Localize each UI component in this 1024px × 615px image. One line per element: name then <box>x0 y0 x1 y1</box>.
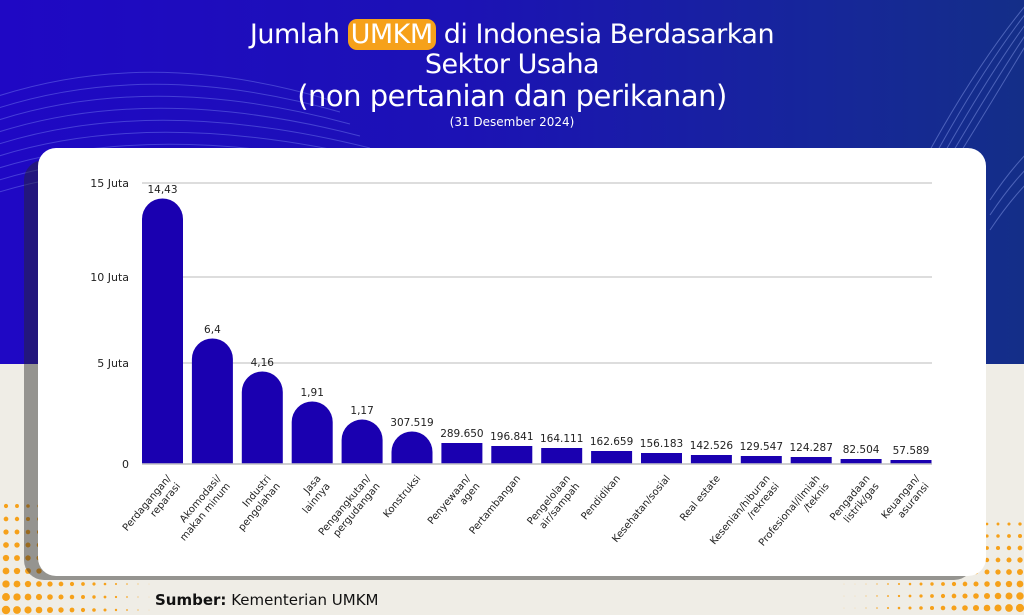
bar <box>690 455 732 464</box>
bar-value-label: 6,4 <box>204 324 221 336</box>
x-tick-label: Kesenian/hiburan/rekreasi <box>708 473 781 547</box>
bar <box>840 459 882 464</box>
source-value: Kementerian UMKM <box>231 591 379 609</box>
chart-card: 0 5 Juta 10 Juta 15 Juta 14,43 Perdagangan/re… <box>38 148 986 576</box>
bar <box>890 460 932 464</box>
bar <box>391 431 433 464</box>
title-line-3: (non pertanian dan perikanan) <box>297 79 727 113</box>
title-line-1: Jumlah UMKM di Indonesia Berdasarkan <box>0 19 1024 50</box>
bar-value-label: 1,91 <box>301 387 324 399</box>
chart-date: (31 Desember 2024) <box>449 115 575 129</box>
bar <box>291 401 333 464</box>
bar-value-label: 1,17 <box>350 405 373 417</box>
title-line-2: Sektor Usaha <box>424 49 600 80</box>
x-tick-label: Konstruksi <box>382 473 424 520</box>
source-note: Sumber: Kementerian UMKM <box>155 591 378 609</box>
bar <box>641 453 682 464</box>
title-text: di Indonesia Berdasarkan <box>443 19 775 50</box>
bar-value-label: 14,43 <box>147 184 177 196</box>
x-tick-label: Keuangan/asuransi <box>880 473 932 521</box>
bar-value-label: 162.659 <box>590 436 633 448</box>
bar <box>790 457 832 464</box>
y-tick-label: 5 Juta <box>97 357 129 370</box>
bar-value-label: 82.504 <box>843 444 880 456</box>
bar <box>740 456 782 464</box>
x-tick-label: Pendidikan <box>580 473 623 522</box>
bar <box>591 451 633 464</box>
svg-text:Real estate: Real estate <box>678 473 723 523</box>
bar-chart: 0 5 Juta 10 Juta 15 Juta 14,43 Perdagangan/re… <box>90 177 932 549</box>
bar <box>491 446 533 464</box>
y-tick-label: 15 Juta <box>90 177 129 190</box>
decorative-dots-right <box>843 522 1024 613</box>
bar <box>241 371 283 464</box>
source-label: Sumber: <box>155 591 227 609</box>
bar-value-label: 307.519 <box>390 417 433 429</box>
y-tick-label: 10 Juta <box>90 271 129 284</box>
bar-value-label: 142.526 <box>690 440 734 452</box>
x-tick-label: Akomodasi/makan minum <box>178 473 233 543</box>
bar <box>541 448 583 464</box>
svg-text:Konstruksi: Konstruksi <box>382 473 424 520</box>
bar <box>441 443 483 464</box>
y-tick-label: 0 <box>122 458 129 471</box>
chart-title: Jumlah UMKM di Indonesia Berdasarkan Sek… <box>0 19 1024 130</box>
x-tick-label: Real estate <box>678 473 723 523</box>
bar <box>142 198 183 464</box>
bar <box>341 419 383 464</box>
bar <box>191 338 233 464</box>
bar-value-label: 124.287 <box>789 442 832 454</box>
bar-value-label: 156.183 <box>640 438 683 450</box>
svg-text:Pendidikan: Pendidikan <box>580 473 623 522</box>
bar-value-label: 289.650 <box>440 428 483 440</box>
bar-value-label: 129.547 <box>740 441 783 453</box>
bar-value-label: 4,16 <box>251 357 275 369</box>
x-tick-label: Perdagangan/reparasi <box>121 473 183 534</box>
bar-value-label: 57.589 <box>893 445 930 457</box>
bar-value-label: 164.111 <box>540 433 583 445</box>
title-text: Jumlah <box>249 19 340 50</box>
bar-value-label: 196.841 <box>490 431 533 443</box>
decorative-wave-lines <box>0 6 1024 231</box>
title-highlight: UMKM <box>347 19 436 50</box>
